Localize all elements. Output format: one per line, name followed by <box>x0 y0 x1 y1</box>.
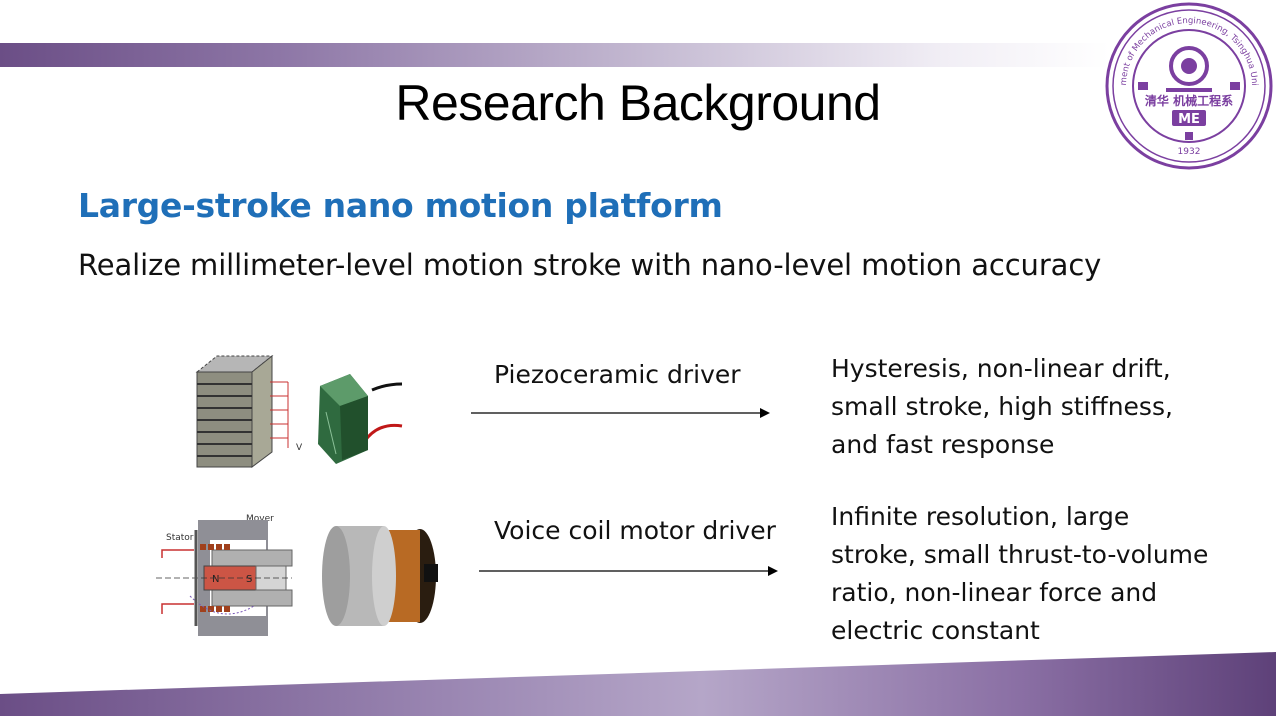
slide-subtitle: Large-stroke nano motion platform <box>78 186 723 225</box>
voice-coil-arrow <box>479 566 778 576</box>
piezo-characteristics: Hysteresis, non-linear drift, small stro… <box>831 350 1173 464</box>
mover-label: Mover <box>246 514 274 524</box>
logo-abbr: ME <box>1178 112 1200 127</box>
logo-year: 1932 <box>1178 147 1201 157</box>
result-line: electric constant <box>831 616 1040 645</box>
slide-title: Research Background <box>395 75 881 131</box>
voice-coil-diagram: Stator Mover N S <box>156 514 293 636</box>
voice-coil-photo <box>322 526 438 626</box>
result-line: ratio, non-linear force and <box>831 578 1158 607</box>
piezo-actuator-photo <box>318 374 403 464</box>
bottom-decorative-band <box>0 652 1276 716</box>
voice-coil-characteristics: Infinite resolution, large stroke, small… <box>831 498 1208 650</box>
magnet-north: N <box>212 574 219 585</box>
result-line: and fast response <box>831 430 1055 459</box>
piezo-voltage-label: V <box>296 443 303 453</box>
result-line: Infinite resolution, large <box>831 502 1130 531</box>
top-decorative-band <box>0 43 1110 67</box>
stator-label: Stator <box>166 533 194 543</box>
piezo-driver-label: Piezoceramic driver <box>494 360 741 389</box>
result-line: stroke, small thrust-to-volume <box>831 540 1209 569</box>
logo-chinese: 清华 机械工程系 <box>1145 93 1233 108</box>
university-logo: ME 清华 机械工程系 1932 Department of Mechanica… <box>1104 2 1273 170</box>
voice-coil-driver-label: Voice coil motor driver <box>494 516 776 545</box>
magnet-south: S <box>246 574 252 585</box>
slide-description: Realize millimeter-level motion stroke w… <box>78 248 1102 282</box>
piezo-stack-diagram: V <box>195 354 303 468</box>
piezo-arrow <box>471 408 770 418</box>
result-line: Hysteresis, non-linear drift, <box>831 354 1171 383</box>
result-line: small stroke, high stiffness, <box>831 392 1173 421</box>
